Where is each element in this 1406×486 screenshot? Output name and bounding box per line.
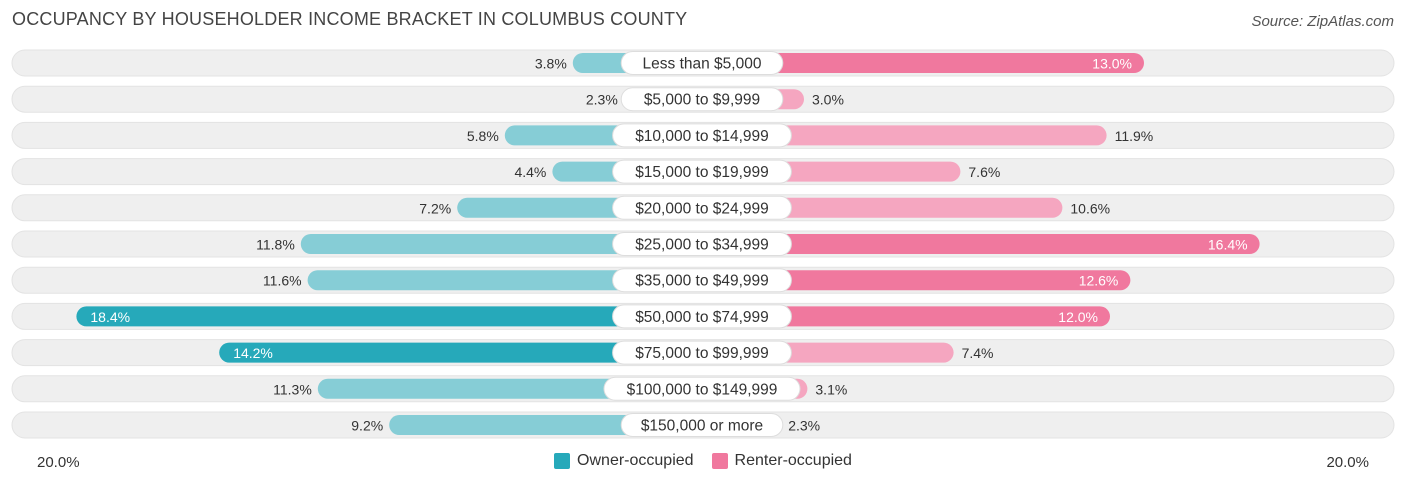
renter-value-label: 2.3% [788,418,820,434]
renter-bar [702,234,1260,254]
renter-value-label: 3.0% [812,92,844,108]
legend-item-owner[interactable]: Owner-occupied [554,452,694,470]
owner-value-label: 9.2% [351,418,383,434]
category-pill [612,268,792,293]
owner-value-label: 18.4% [90,309,130,325]
category-pill [603,376,801,401]
renter-value-label: 12.0% [1058,309,1098,325]
category-label: $5,000 to $9,999 [644,92,760,109]
axis-right-label: 20.0% [1326,454,1369,471]
category-label: $35,000 to $49,999 [635,273,769,290]
category-pill [612,159,792,184]
category-pill [612,232,792,256]
chart-title: OCCUPANCY BY HOUSEHOLDER INCOME BRACKET … [12,9,688,29]
legend-label-owner: Owner-occupied [577,452,694,469]
legend-label-renter: Renter-occupied [734,452,852,469]
category-pill [620,87,784,112]
category-pill [612,123,792,148]
legend-swatch-owner [554,453,571,469]
owner-bar [307,270,702,291]
renter-bar [702,197,1063,218]
category-label: Less than $5,000 [643,56,762,73]
renter-value-label: 7.6% [968,164,1000,180]
owner-value-label: 5.8% [467,128,499,144]
renter-value-label: 16.4% [1208,237,1248,253]
owner-bar [300,234,702,254]
legend-item-renter[interactable]: Renter-occupied [711,452,852,470]
legend-swatch-renter [711,453,728,469]
owner-value-label: 11.6% [263,273,302,289]
owner-bar [76,306,702,327]
category-label: $15,000 to $19,999 [635,164,769,181]
renter-value-label: 7.4% [962,345,994,361]
category-label: $50,000 to $74,999 [635,309,769,326]
owner-value-label: 7.2% [419,200,451,216]
owner-value-label: 11.3% [273,381,312,397]
category-label: $150,000 or more [641,418,763,435]
legend: Owner-occupied Renter-occupied [0,452,1406,470]
renter-value-label: 11.9% [1115,128,1154,144]
owner-value-label: 11.8% [256,237,295,253]
category-pill [612,340,792,365]
category-label: $20,000 to $24,999 [635,200,769,217]
renter-bar [702,53,1144,73]
category-pill [620,413,784,437]
category-label: $100,000 to $149,999 [627,381,778,398]
renter-bar [702,270,1131,291]
renter-value-label: 12.6% [1079,273,1119,289]
category-pill [620,51,784,75]
renter-value-label: 10.6% [1070,200,1110,216]
category-label: $25,000 to $34,999 [635,237,769,254]
category-label: $10,000 to $14,999 [635,128,769,145]
owner-value-label: 4.4% [514,164,546,180]
owner-value-label: 3.8% [535,56,567,72]
source-credit: Source: ZipAtlas.com [1251,13,1394,30]
owner-value-label: 14.2% [233,345,273,361]
owner-bar [219,342,702,363]
category-pill [612,304,792,329]
renter-value-label: 13.0% [1092,56,1132,72]
renter-bar [702,125,1107,146]
renter-bar [702,306,1110,327]
owner-value-label: 2.3% [586,92,618,108]
axis-left-label: 20.0% [37,454,80,471]
category-label: $75,000 to $99,999 [635,345,769,362]
category-pill [612,195,792,220]
renter-value-label: 3.1% [815,381,847,397]
